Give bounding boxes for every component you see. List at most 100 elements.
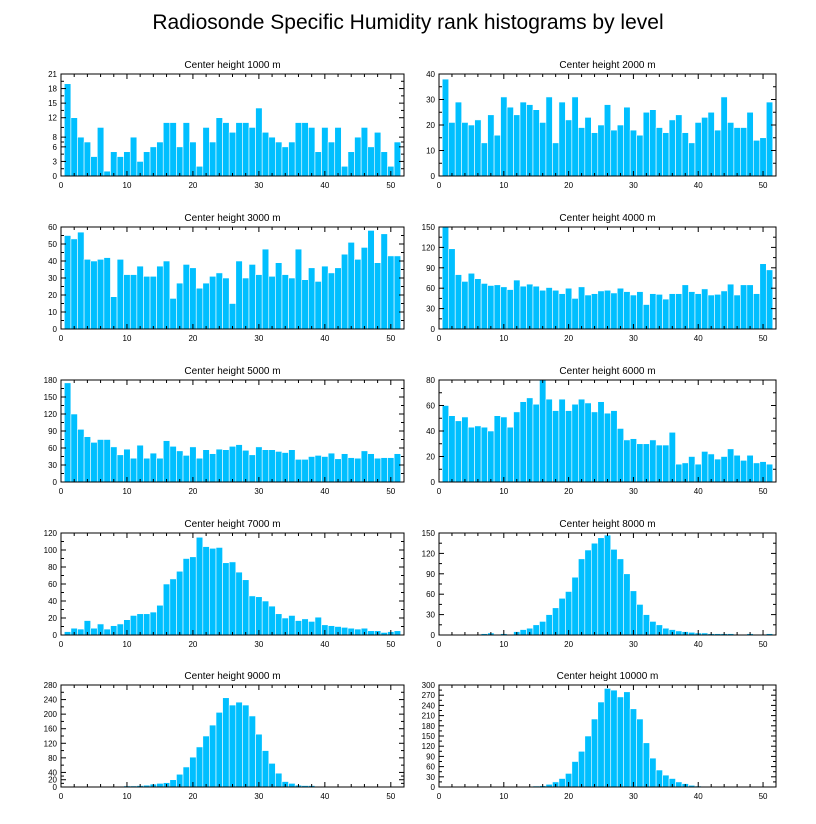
histogram-bar [590, 411, 599, 483]
histogram-bar [195, 165, 204, 177]
x-tick-label: 0 [437, 334, 442, 343]
histogram-bar [519, 401, 527, 483]
histogram-bar [513, 279, 521, 330]
x-tick-label: 20 [188, 181, 197, 190]
histogram-bar [493, 284, 501, 330]
histogram-bar [623, 291, 631, 330]
histogram-bar [156, 604, 164, 636]
histogram-bar [765, 269, 774, 330]
x-tick-label: 40 [694, 640, 703, 649]
histogram-bar [202, 127, 210, 177]
x-tick-label: 20 [188, 487, 197, 496]
histogram-bar [90, 627, 98, 636]
histogram-bar [248, 264, 256, 330]
histogram-bar [301, 122, 309, 177]
histogram-panel-8: Center height 8000 m 0 10 20 30 40 50 0 30 60 90 12… [422, 519, 777, 649]
histogram-bar [143, 613, 151, 636]
x-tick-label: 40 [694, 792, 703, 801]
histogram-bar [341, 627, 349, 636]
y-tick-label: 80 [426, 376, 435, 385]
histogram-bar [393, 255, 402, 330]
histogram-bar [222, 122, 230, 177]
x-tick-label: 10 [499, 334, 508, 343]
histogram-bar [235, 571, 243, 636]
histogram-bar [474, 119, 482, 177]
y-tick-label: 120 [422, 243, 436, 252]
histogram-bar [242, 704, 250, 788]
histogram-bar [228, 561, 237, 636]
histogram-bar [123, 274, 131, 330]
y-tick-label: 100 [44, 546, 58, 555]
y-tick-label: 0 [431, 783, 436, 792]
histogram-bar [675, 781, 683, 788]
histogram-bar [374, 457, 382, 483]
histogram-bar [195, 457, 204, 483]
histogram-bar [765, 463, 774, 483]
histogram-bar [169, 122, 177, 177]
histogram-bar [136, 613, 144, 636]
histogram-bar [189, 141, 197, 177]
histogram-bar [308, 267, 316, 330]
histogram-bar [714, 294, 722, 330]
histogram-panel-4: Center height 4000 m 0 10 20 30 40 50 0 30 60 90 12… [422, 213, 777, 343]
histogram-bar [321, 127, 329, 177]
histogram-bar [655, 444, 663, 483]
histogram-bar [77, 231, 85, 330]
histogram-bar [360, 127, 369, 177]
histogram-bar [169, 779, 177, 788]
x-tick-label: 30 [254, 334, 263, 343]
histogram-bar [228, 445, 237, 483]
histogram-bar [63, 235, 72, 330]
histogram-bar [182, 122, 190, 177]
histogram-bar [558, 293, 566, 330]
panel-title: Center height 9000 m [184, 671, 280, 682]
histogram-bar [209, 547, 217, 636]
histogram-bar [327, 452, 336, 483]
x-tick-label: 30 [629, 487, 638, 496]
histogram-bar [565, 119, 573, 177]
x-tick-label: 10 [499, 640, 508, 649]
histogram-bar [248, 595, 256, 636]
histogram-bar [136, 444, 144, 483]
histogram-bar [301, 618, 309, 636]
histogram-bar [513, 114, 521, 177]
x-tick-label: 10 [123, 181, 132, 190]
histogram-bar [759, 137, 767, 177]
histogram-bar [242, 277, 250, 330]
y-tick-label: 0 [431, 478, 436, 487]
histogram-bar [441, 405, 450, 483]
y-tick-label: 80 [48, 754, 57, 763]
histogram-bar [558, 778, 566, 788]
histogram-bar [675, 630, 683, 636]
histogram-bar [215, 448, 223, 483]
histogram-bar [649, 109, 657, 177]
x-tick-label: 40 [320, 334, 329, 343]
histogram-bar [616, 287, 625, 330]
histogram-bar [487, 114, 495, 177]
histogram-panel-10: Center height 10000 m0 10 20 30 40 5003060901… [422, 671, 777, 801]
histogram-bar [209, 724, 217, 788]
y-tick-label: 90 [426, 752, 435, 761]
histogram-bar [668, 119, 676, 177]
histogram-bar [487, 285, 495, 330]
histogram-bar [242, 579, 250, 636]
histogram-bar [96, 258, 105, 330]
histogram-bar [156, 783, 164, 788]
histogram-bar [268, 275, 276, 330]
histogram-bar [610, 689, 618, 788]
x-tick-label: 50 [759, 334, 768, 343]
histogram-bar [281, 146, 289, 177]
histogram-bar [374, 262, 382, 330]
x-tick-label: 50 [759, 487, 768, 496]
histogram-bar [603, 412, 612, 483]
x-tick-label: 30 [629, 640, 638, 649]
histogram-bar [189, 267, 197, 330]
histogram-bar [116, 623, 124, 636]
histogram-bar [347, 242, 355, 330]
x-tick-label: 50 [759, 640, 768, 649]
histogram-panel-2: Center height 2000 m 0 10 20 30 40 50 0 10 20 30 40 [426, 60, 777, 190]
histogram-panel-9: Center height 9000 m0 10 20 30 40 50020408012… [44, 671, 405, 801]
histogram-bar [129, 457, 138, 483]
histogram-bar [143, 457, 151, 483]
y-tick-label: 0 [53, 631, 58, 640]
